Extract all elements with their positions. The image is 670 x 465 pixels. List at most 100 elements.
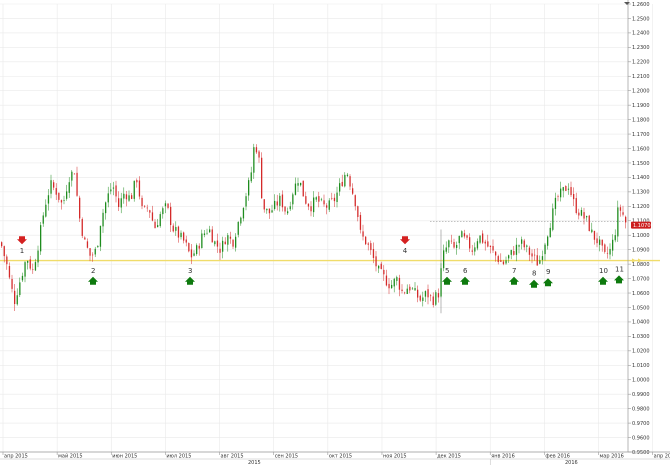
candle-body bbox=[279, 195, 281, 206]
candle-body bbox=[3, 246, 5, 257]
candle-body bbox=[417, 289, 419, 298]
candle-body bbox=[258, 151, 260, 158]
candle-body bbox=[71, 171, 73, 181]
candle-body bbox=[112, 187, 115, 189]
candle-body bbox=[547, 236, 549, 246]
signal-arrow-up-icon bbox=[543, 278, 553, 287]
signal-label: 4 bbox=[403, 247, 408, 255]
candle-body bbox=[393, 278, 395, 287]
candle-body bbox=[461, 231, 463, 238]
signal-arrow-up-icon bbox=[88, 276, 98, 285]
candle-body bbox=[99, 225, 102, 247]
dropdown-chevron-icon[interactable] bbox=[624, 2, 630, 5]
candle-body bbox=[575, 198, 577, 213]
candle-body bbox=[268, 208, 271, 214]
level-layer bbox=[0, 221, 660, 314]
y-tick-label: 1.0700 bbox=[632, 276, 650, 282]
candle-body bbox=[198, 245, 200, 249]
candle-body bbox=[19, 282, 21, 296]
candle-body bbox=[206, 232, 208, 234]
candle-body bbox=[136, 180, 138, 183]
y-tick-label: 1.2100 bbox=[632, 74, 650, 80]
candle-body bbox=[453, 241, 455, 248]
candle-body bbox=[510, 249, 512, 255]
candle-body bbox=[378, 265, 380, 269]
candle-body bbox=[341, 181, 343, 187]
candle-body bbox=[297, 183, 299, 186]
candle-body bbox=[349, 176, 351, 187]
signal-arrow-up-icon bbox=[185, 276, 195, 285]
signal-label: 5 bbox=[445, 267, 449, 275]
signal-label: 7 bbox=[512, 267, 516, 275]
candle-body bbox=[409, 286, 411, 291]
candle-body bbox=[562, 187, 564, 191]
y-tick-label: 0.9500 bbox=[632, 450, 650, 456]
candle-body bbox=[224, 241, 226, 245]
candle-body bbox=[196, 245, 198, 255]
candle-body bbox=[21, 275, 24, 281]
candle-body bbox=[159, 214, 161, 227]
grid-layer bbox=[0, 3, 653, 453]
x-tick-label: июл 2015 bbox=[166, 454, 191, 460]
candle-body bbox=[307, 203, 310, 207]
candle-body bbox=[276, 201, 278, 206]
candle-body bbox=[219, 248, 221, 253]
candle-body bbox=[235, 236, 237, 248]
candle-body bbox=[144, 205, 146, 207]
candle-body bbox=[617, 207, 619, 237]
candle-body bbox=[539, 260, 541, 264]
candle-body bbox=[362, 231, 364, 237]
candle-body bbox=[336, 192, 338, 203]
candle-body bbox=[86, 241, 89, 248]
candle-body bbox=[170, 206, 172, 226]
candle-body bbox=[359, 215, 362, 230]
candle-body bbox=[164, 203, 167, 207]
candle-body bbox=[180, 232, 182, 238]
candle-body bbox=[266, 208, 268, 211]
candle-body bbox=[567, 188, 570, 190]
candle-body bbox=[271, 210, 273, 213]
candle-body bbox=[232, 239, 234, 247]
candle-body bbox=[495, 251, 497, 256]
candle-body bbox=[424, 291, 427, 297]
candle-body bbox=[557, 196, 559, 198]
candle-body bbox=[385, 275, 388, 286]
candle-body bbox=[521, 239, 523, 244]
y-tick-label: 1.1300 bbox=[632, 190, 650, 196]
signal-arrow-up-icon bbox=[460, 276, 470, 285]
candle-body bbox=[29, 259, 31, 269]
candle-body bbox=[63, 200, 65, 201]
candle-body bbox=[79, 197, 81, 219]
candle-body bbox=[294, 183, 297, 195]
y-tick-label: 1.0900 bbox=[632, 247, 650, 253]
candle-body bbox=[346, 174, 349, 176]
candle-body bbox=[102, 212, 104, 227]
candle-body bbox=[240, 217, 242, 224]
candle-body bbox=[177, 226, 180, 238]
candle-body bbox=[339, 183, 341, 192]
signal-arrow-up-icon bbox=[442, 276, 452, 285]
candle-body bbox=[209, 229, 211, 233]
candle-body bbox=[482, 233, 484, 243]
settings-menu[interactable] bbox=[624, 2, 630, 5]
candle-body bbox=[292, 194, 294, 205]
signal-arrow-up-icon bbox=[509, 276, 519, 285]
candle-body bbox=[508, 255, 510, 259]
candle-body bbox=[27, 261, 29, 263]
support-level-arrow-icon bbox=[638, 258, 642, 263]
candle-body bbox=[183, 232, 185, 241]
candle-body bbox=[518, 245, 520, 247]
y-tick-label: 0.9900 bbox=[632, 392, 650, 398]
x-tick-label: окт 2015 bbox=[329, 454, 352, 460]
y-tick-label: 1.1200 bbox=[632, 204, 650, 210]
x-tick-label: сен 2015 bbox=[275, 454, 298, 460]
candle-body bbox=[211, 229, 213, 243]
candle-body bbox=[281, 194, 284, 208]
candle-body bbox=[45, 204, 47, 217]
candle-body bbox=[513, 250, 515, 255]
y-tick-label: 1.0400 bbox=[632, 320, 650, 326]
y-tick-label: 1.1100 bbox=[632, 219, 650, 225]
candle-body bbox=[625, 216, 627, 223]
candle-body bbox=[502, 261, 505, 265]
marker-layer: 1 2 3 4 5 6 7 8 9 10 11 bbox=[17, 236, 624, 288]
